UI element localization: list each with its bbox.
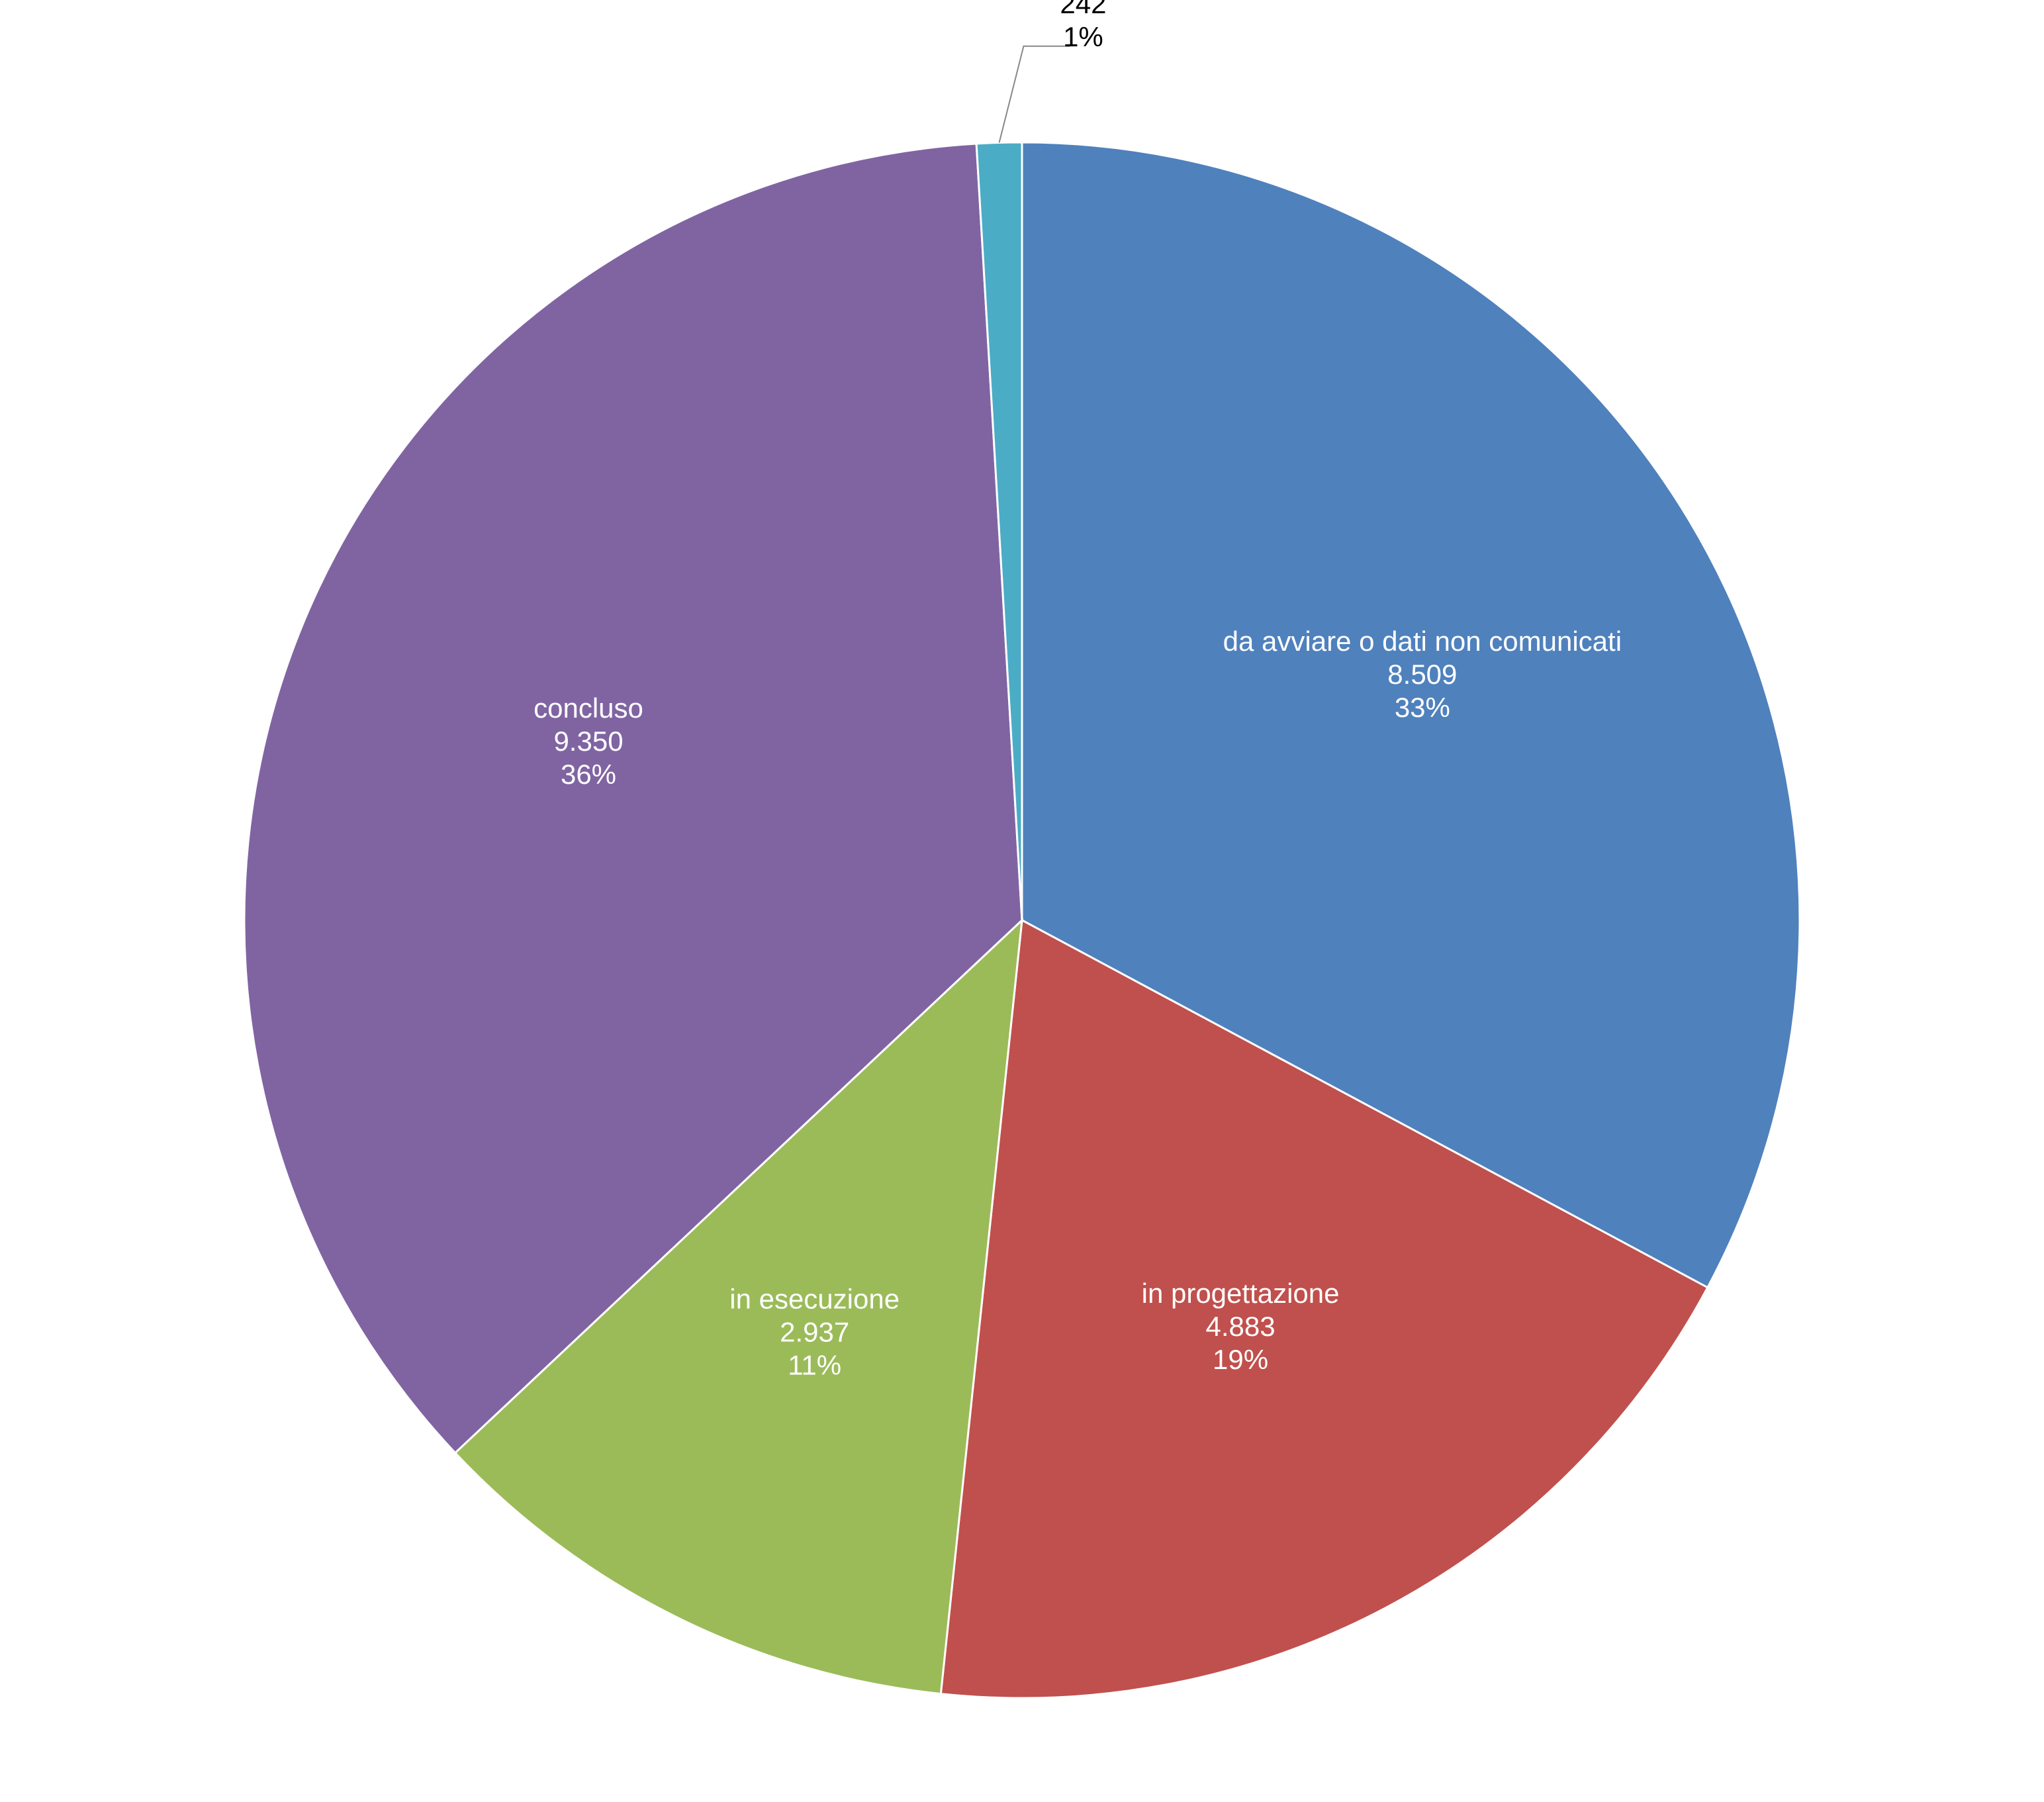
slice-value-text-da-avviare-o-dati-non-comunicati: 8.509 [1387,659,1457,690]
pie-slice-in-progettazione [939,918,1709,1699]
leader-line-definanziati-o-sostituiti [998,45,1070,143]
slice-label-in-esecuzione: in esecuzione [729,1284,900,1315]
slice-labels: da avviare o dati non comunicati8.50933%… [534,0,1622,1381]
slice-label-concluso: concluso [534,692,643,724]
slice-label-in-progettazione: in progettazione [1142,1278,1340,1309]
slice-percent-text-in-esecuzione: 11% [788,1350,841,1381]
pie-slice-in-esecuzione [453,918,1023,1695]
leader-lines [998,45,1070,143]
slice-value-text-in-esecuzione: 2.937 [780,1317,849,1348]
slice-value-text-concluso: 9.350 [553,726,623,757]
pie-slice-definanziati-o-sostituiti [975,141,1023,921]
pie-slice-da-avviare-o-dati-non-comunicati [1021,141,1801,1289]
slice-percent-text-definanziati-o-sostituiti: 1% [1063,21,1103,52]
slice-value-text-definanziati-o-sostituiti: 242 [1060,0,1106,19]
slice-percent-text-concluso: 36% [561,759,616,790]
slice-value-text-in-progettazione: 4.883 [1206,1311,1276,1342]
pie-slices [243,141,1801,1699]
slice-percent-text-da-avviare-o-dati-non-comunicati: 33% [1395,692,1450,723]
pie-slice-concluso [243,142,1023,1454]
slice-label-da-avviare-o-dati-non-comunicati: da avviare o dati non comunicati [1223,626,1622,657]
slice-percent-text-in-progettazione: 19% [1213,1344,1268,1375]
